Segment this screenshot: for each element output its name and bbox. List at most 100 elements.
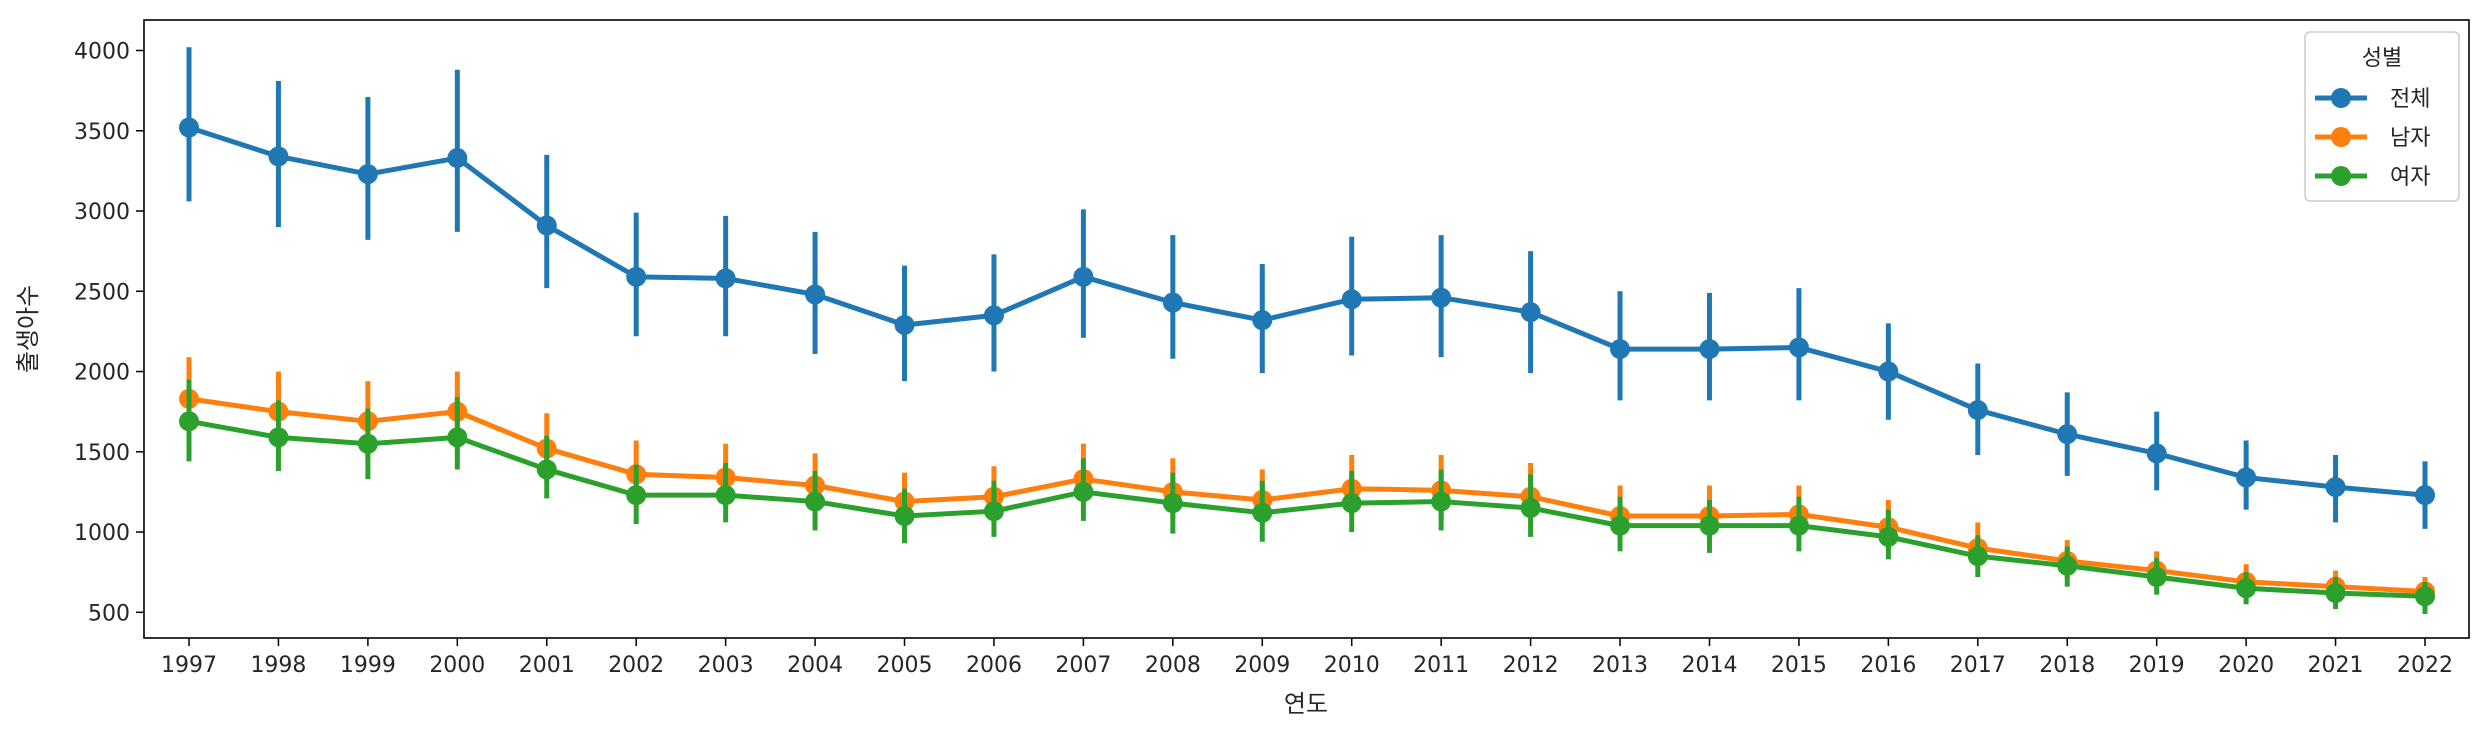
data-point [715, 485, 736, 506]
data-point [1610, 339, 1631, 360]
plot-area [179, 47, 2435, 614]
x-tick-label: 2009 [1234, 653, 1290, 678]
x-axis: 1997 1998 1999 2000 2001 2002 2003 2004 2005 2006… [161, 638, 2453, 678]
x-tick-label: 2017 [1950, 653, 2006, 678]
x-tick-label: 2003 [698, 653, 754, 678]
data-point [2236, 578, 2257, 599]
data-point [1431, 491, 1452, 512]
data-point [1788, 337, 1809, 358]
x-tick-label: 2014 [1681, 653, 1737, 678]
series-line [186, 418, 2428, 599]
data-point [268, 427, 289, 448]
data-point [983, 305, 1004, 326]
data-point [1520, 497, 1541, 518]
x-tick-label: 2000 [429, 653, 485, 678]
legend-marker [2331, 166, 2351, 186]
x-tick-label: 2008 [1145, 653, 1201, 678]
series-line [186, 125, 2428, 498]
y-axis-label: 출생아수 [14, 285, 42, 373]
x-tick-label: 2001 [519, 653, 575, 678]
data-point [1341, 289, 1362, 310]
data-point [2236, 467, 2257, 488]
x-tick-label: 2019 [2129, 653, 2185, 678]
legend-box [2304, 31, 2460, 202]
data-point [983, 501, 1004, 522]
x-tick-label: 2005 [877, 653, 933, 678]
data-point [894, 314, 915, 335]
x-axis-label: 연도 [1284, 690, 1328, 718]
y-tick-label: 2500 [74, 280, 130, 305]
data-point [2057, 555, 2078, 576]
data-point [715, 268, 736, 289]
data-point [1252, 310, 1273, 331]
data-point [357, 433, 378, 454]
x-tick-label: 2006 [966, 653, 1022, 678]
x-tick-label: 2004 [787, 653, 843, 678]
data-point [626, 485, 647, 506]
data-point [1162, 292, 1183, 313]
x-tick-label: 2012 [1503, 653, 1559, 678]
x-tick-label: 2002 [608, 653, 664, 678]
x-tick-label: 1999 [340, 653, 396, 678]
x-tick-label: 2015 [1771, 653, 1827, 678]
data-point [2415, 485, 2435, 506]
data-point [2325, 477, 2346, 498]
x-tick-label: 2018 [2039, 653, 2095, 678]
data-point [2057, 424, 2078, 445]
y-tick-label: 1000 [74, 521, 130, 546]
legend-marker [2331, 88, 2351, 108]
x-tick-label: 2021 [2308, 653, 2364, 678]
series-전체 [179, 47, 2435, 529]
data-point [1699, 515, 1720, 536]
y-axis: 500 1000 1500 2000 2500 3000 3500 4000 [74, 39, 144, 626]
data-point [357, 164, 378, 185]
x-tick-label: 2022 [2397, 653, 2453, 678]
data-point [2146, 567, 2167, 588]
data-point [1162, 493, 1183, 514]
data-point [268, 146, 289, 167]
data-point [1073, 481, 1094, 502]
data-point [1341, 493, 1362, 514]
data-point [894, 506, 915, 527]
series-line [186, 396, 2428, 594]
x-tick-label: 2007 [1055, 653, 1111, 678]
legend-title: 성별 [2362, 46, 2402, 71]
data-point [626, 266, 647, 287]
y-tick-label: 2000 [74, 361, 130, 386]
x-tick-label: 2020 [2218, 653, 2274, 678]
data-point [179, 411, 199, 432]
data-point [1610, 515, 1631, 536]
data-point [447, 148, 468, 169]
data-point [1520, 302, 1541, 323]
data-point [1699, 339, 1720, 360]
data-point [2415, 586, 2435, 607]
x-tick-label: 2011 [1413, 653, 1469, 678]
legend-label: 여자 [2390, 165, 2430, 190]
x-tick-label: 1997 [161, 653, 217, 678]
data-point [1788, 515, 1809, 536]
data-point [2325, 583, 2346, 604]
data-point [2146, 443, 2167, 464]
data-point [805, 284, 826, 305]
legend-label: 전체 [2390, 87, 2430, 112]
y-tick-label: 3000 [74, 200, 130, 225]
y-tick-label: 4000 [74, 39, 130, 64]
data-point [1252, 502, 1273, 523]
data-point [536, 459, 557, 480]
data-point [1878, 526, 1899, 547]
data-point [805, 491, 826, 512]
data-point [179, 117, 199, 138]
series-여자 [179, 379, 2435, 614]
y-tick-label: 500 [88, 601, 130, 626]
y-tick-label: 3500 [74, 120, 130, 145]
x-tick-label: 2013 [1592, 653, 1648, 678]
legend-label: 남자 [2390, 126, 2430, 151]
plot-frame [143, 19, 2470, 639]
data-point [1431, 287, 1452, 308]
data-point [536, 215, 557, 236]
x-tick-label: 2016 [1860, 653, 1916, 678]
data-point [1967, 400, 1988, 421]
legend-marker [2331, 127, 2351, 147]
